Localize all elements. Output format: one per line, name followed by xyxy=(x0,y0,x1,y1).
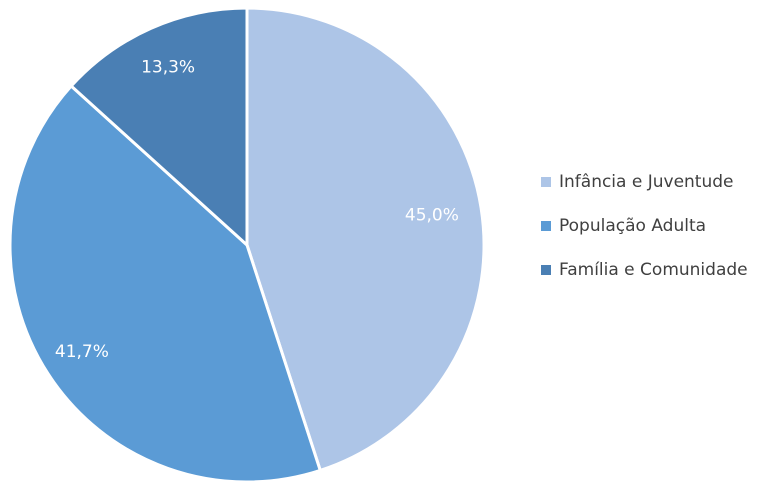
legend-swatch-infancia-e-juventude xyxy=(541,177,551,187)
data-label-familia-e-comunidade: 13,3% xyxy=(141,57,195,77)
legend-label-infancia-e-juventude: Infância e Juventude xyxy=(559,172,734,192)
data-label-populacao-adulta: 41,7% xyxy=(55,342,109,362)
legend-label-populacao-adulta: População Adulta xyxy=(559,216,706,236)
data-label-infancia-e-juventude: 45,0% xyxy=(405,206,459,226)
pie-slices xyxy=(10,8,484,482)
legend: Infância e Juventude População Adulta Famí… xyxy=(541,172,748,280)
legend-swatch-populacao-adulta xyxy=(541,221,551,231)
legend-swatch-familia-e-comunidade xyxy=(541,265,551,275)
legend-label-familia-e-comunidade: Família e Comunidade xyxy=(559,260,748,280)
